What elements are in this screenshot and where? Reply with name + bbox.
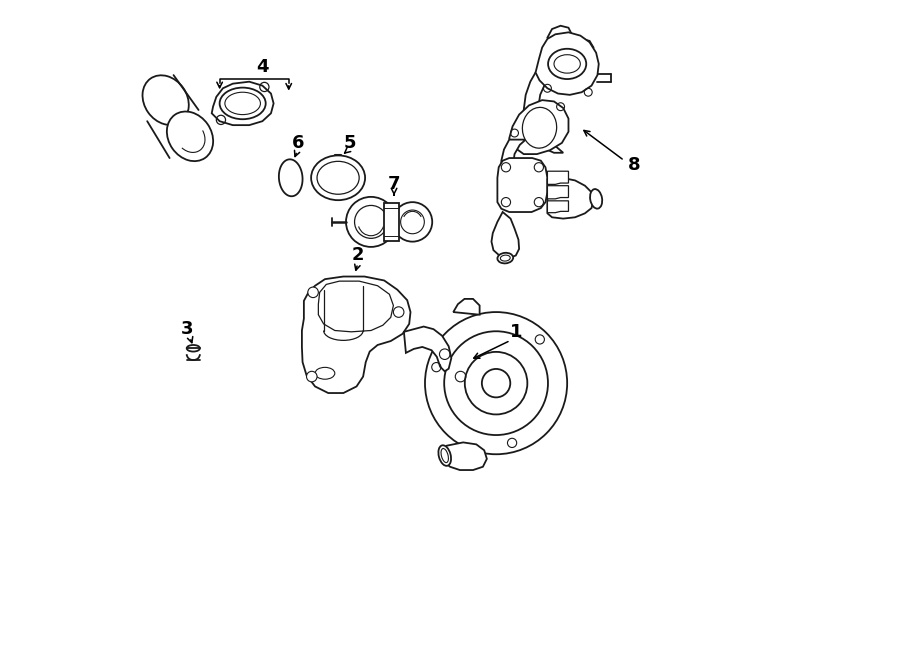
- Text: 7: 7: [388, 175, 400, 194]
- Ellipse shape: [220, 88, 266, 119]
- Ellipse shape: [225, 93, 260, 114]
- Polygon shape: [319, 281, 393, 332]
- Polygon shape: [524, 73, 563, 153]
- Circle shape: [392, 202, 432, 242]
- Polygon shape: [384, 203, 399, 241]
- Ellipse shape: [590, 189, 602, 209]
- Circle shape: [482, 369, 510, 397]
- Ellipse shape: [500, 255, 510, 261]
- Circle shape: [445, 331, 548, 435]
- Circle shape: [393, 307, 404, 317]
- Circle shape: [425, 312, 567, 454]
- Circle shape: [355, 206, 388, 239]
- Ellipse shape: [554, 55, 580, 73]
- Polygon shape: [442, 442, 487, 470]
- Text: 3: 3: [181, 320, 193, 338]
- Polygon shape: [279, 159, 302, 196]
- Polygon shape: [547, 186, 569, 199]
- Ellipse shape: [522, 107, 557, 148]
- Ellipse shape: [317, 161, 359, 194]
- Ellipse shape: [311, 155, 365, 200]
- Polygon shape: [404, 327, 451, 371]
- Polygon shape: [454, 299, 480, 315]
- Ellipse shape: [315, 368, 335, 379]
- Ellipse shape: [438, 446, 451, 466]
- Ellipse shape: [166, 112, 213, 161]
- Polygon shape: [501, 139, 535, 196]
- Text: 6: 6: [292, 134, 305, 152]
- Polygon shape: [547, 26, 572, 46]
- Polygon shape: [212, 82, 274, 125]
- Text: 5: 5: [344, 134, 356, 152]
- Polygon shape: [302, 276, 410, 393]
- Ellipse shape: [186, 345, 200, 352]
- Ellipse shape: [142, 75, 189, 125]
- Text: 2: 2: [352, 246, 365, 264]
- Text: 1: 1: [509, 323, 522, 341]
- Polygon shape: [491, 212, 519, 258]
- Polygon shape: [547, 201, 569, 213]
- Circle shape: [346, 197, 396, 247]
- Polygon shape: [569, 39, 593, 59]
- Circle shape: [307, 371, 317, 382]
- Circle shape: [308, 287, 319, 297]
- Circle shape: [464, 352, 527, 414]
- Polygon shape: [509, 100, 569, 154]
- Polygon shape: [547, 178, 593, 219]
- Text: 4: 4: [256, 58, 269, 76]
- Ellipse shape: [498, 253, 513, 263]
- Polygon shape: [498, 158, 547, 212]
- Polygon shape: [547, 171, 569, 184]
- Ellipse shape: [548, 49, 586, 79]
- Polygon shape: [536, 32, 598, 95]
- Circle shape: [400, 210, 424, 234]
- Text: 8: 8: [628, 155, 641, 174]
- Ellipse shape: [441, 449, 448, 463]
